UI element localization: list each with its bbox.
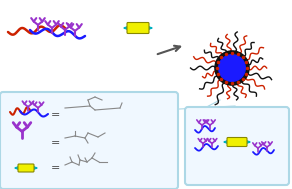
Circle shape — [219, 55, 245, 81]
FancyBboxPatch shape — [127, 22, 149, 33]
Text: =: = — [50, 138, 60, 148]
Text: =: = — [50, 163, 60, 173]
Circle shape — [215, 51, 249, 85]
FancyBboxPatch shape — [18, 164, 34, 172]
FancyBboxPatch shape — [185, 107, 289, 185]
Text: =: = — [50, 110, 60, 120]
FancyBboxPatch shape — [227, 138, 247, 146]
FancyBboxPatch shape — [0, 92, 178, 189]
